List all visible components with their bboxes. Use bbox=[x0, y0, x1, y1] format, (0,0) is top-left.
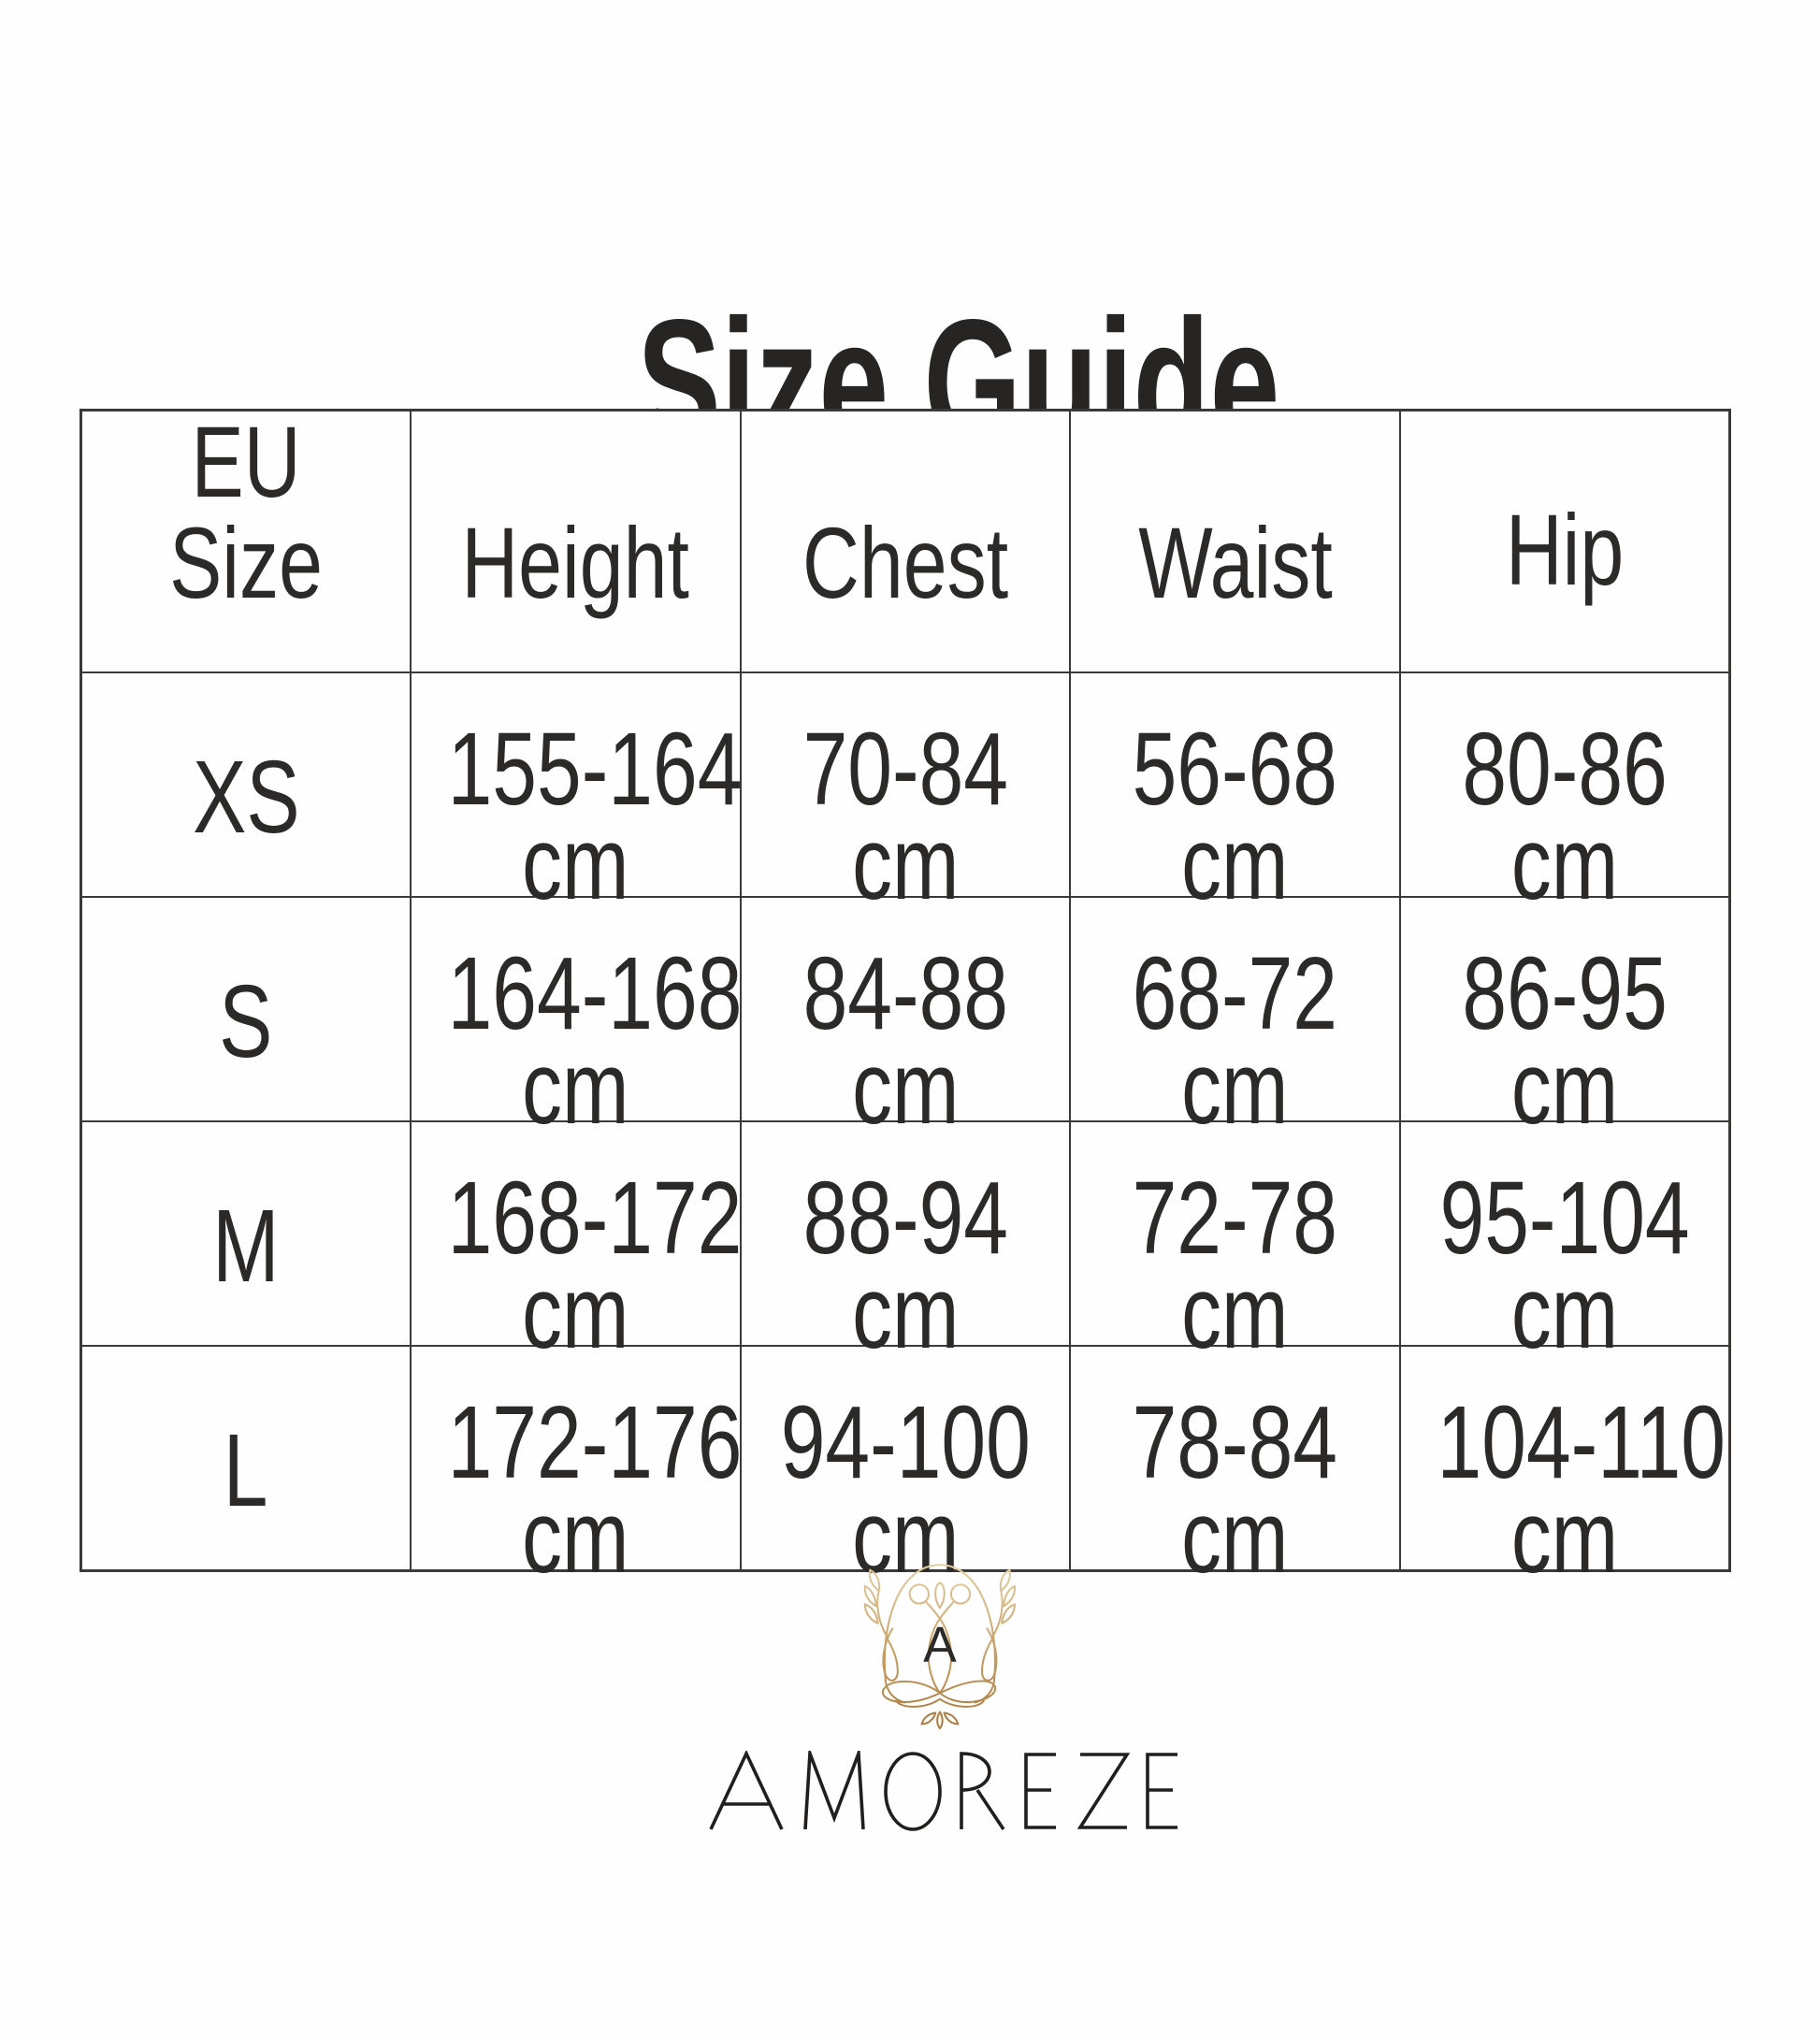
measurement-range: 95-104 bbox=[1439, 1161, 1690, 1276]
size-label-cell: L bbox=[79, 1345, 412, 1571]
wordmark-letter-o bbox=[884, 1752, 942, 1831]
measurement-range: 164-168 bbox=[447, 936, 743, 1051]
wordmark-letter-strokes bbox=[709, 1751, 1177, 1830]
header-row: EU Size Height Chest Waist Hip bbox=[79, 409, 1731, 673]
measurement-unit: cm bbox=[1181, 1479, 1289, 1595]
size-label: XS bbox=[192, 740, 300, 855]
measurement-range: 68-72 bbox=[1132, 936, 1338, 1051]
measurement-unit: cm bbox=[1181, 1255, 1289, 1370]
table-row-s: S 164-168 cm 84-88 cm 68-72 cm 86-95 cm bbox=[79, 896, 1731, 1140]
measurement-unit: cm bbox=[851, 1031, 960, 1146]
measurement-range: 86-95 bbox=[1462, 936, 1668, 1051]
measurement-cell-waist: 68-72 cm bbox=[1069, 896, 1401, 1140]
measurement-unit: cm bbox=[522, 1031, 629, 1146]
measurement-unit: cm bbox=[1181, 806, 1289, 921]
measurement-range: 172-176 bbox=[447, 1384, 743, 1500]
measurement-cell-height: 168-172 cm bbox=[410, 1120, 743, 1365]
measurement-range: 94-100 bbox=[780, 1384, 1031, 1500]
column-header-waist: Waist bbox=[1069, 409, 1401, 673]
measurement-cell-chest: 70-84 cm bbox=[739, 671, 1072, 916]
measurement-range: 168-172 bbox=[447, 1161, 743, 1276]
column-header-chest: Chest bbox=[739, 409, 1072, 673]
amoreze-wordmark-text: AMOREZE bbox=[0, 0, 1, 1]
measurement-unit: cm bbox=[1510, 1031, 1619, 1146]
measurement-range: 80-86 bbox=[1462, 712, 1668, 827]
measurement-range: 155-164 bbox=[447, 712, 743, 827]
measurement-range: 88-94 bbox=[802, 1161, 1008, 1276]
measurement-cell-hip: 86-95 cm bbox=[1398, 896, 1731, 1140]
measurement-range: 104-110 bbox=[1437, 1384, 1726, 1500]
measurement-unit: cm bbox=[1181, 1031, 1289, 1146]
measurement-range: 70-84 bbox=[802, 712, 1008, 827]
size-table: EU Size Height Chest Waist Hip XS 155-16… bbox=[79, 409, 1731, 1588]
measurement-unit: cm bbox=[522, 1255, 629, 1370]
table-row-xs: XS 155-164 cm 70-84 cm 56-68 cm 80-86 cm bbox=[79, 671, 1731, 916]
measurement-cell-chest: 94-100 cm bbox=[739, 1345, 1072, 1588]
measurement-range: 72-78 bbox=[1132, 1161, 1338, 1276]
measurement-cell-hip: 80-86 cm bbox=[1398, 671, 1731, 916]
measurement-cell-hip: 104-110 cm bbox=[1398, 1345, 1731, 1588]
measurement-unit: cm bbox=[522, 1479, 629, 1595]
size-label-cell: XS bbox=[79, 671, 412, 898]
measurement-unit: cm bbox=[851, 1255, 960, 1370]
size-label: S bbox=[219, 964, 273, 1079]
measurement-cell-chest: 84-88 cm bbox=[739, 896, 1072, 1140]
column-header-hip: Hip bbox=[1398, 409, 1731, 673]
measurement-unit: cm bbox=[1510, 1255, 1619, 1370]
measurement-range: 78-84 bbox=[1132, 1384, 1338, 1500]
column-header-height: Height bbox=[410, 409, 742, 673]
measurement-cell-height: 164-168 cm bbox=[410, 896, 743, 1140]
size-label: L bbox=[224, 1412, 268, 1528]
measurement-cell-waist: 56-68 cm bbox=[1069, 671, 1401, 916]
amoreze-wordmark bbox=[709, 1751, 1177, 1831]
measurement-unit: cm bbox=[1510, 1479, 1619, 1595]
measurement-range: 56-68 bbox=[1132, 712, 1338, 827]
size-label: M bbox=[212, 1189, 280, 1304]
brand-emblem-icon: A bbox=[863, 1564, 1017, 1730]
measurement-unit: cm bbox=[522, 806, 629, 921]
size-label-cell: S bbox=[79, 896, 412, 1122]
measurement-unit: cm bbox=[851, 806, 960, 921]
measurement-unit: cm bbox=[1510, 806, 1619, 921]
measurement-range: 84-88 bbox=[802, 936, 1008, 1051]
measurement-cell-height: 155-164 cm bbox=[410, 671, 743, 916]
measurement-cell-waist: 78-84 cm bbox=[1069, 1345, 1401, 1588]
measurement-cell-hip: 95-104 cm bbox=[1398, 1120, 1731, 1365]
brand-monogram: A bbox=[923, 1618, 957, 1673]
measurement-cell-height: 172-176 cm bbox=[410, 1345, 743, 1588]
table-row-l: L 172-176 cm 94-100 cm 78-84 cm 104-110 cm bbox=[79, 1345, 1731, 1588]
size-label-cell: M bbox=[79, 1120, 412, 1347]
measurement-cell-waist: 72-78 cm bbox=[1069, 1120, 1401, 1365]
column-header-eu-size: EU Size bbox=[79, 409, 412, 673]
measurement-cell-chest: 88-94 cm bbox=[739, 1120, 1072, 1365]
table-row-m: M 168-172 cm 88-94 cm 72-78 cm 95-104 cm bbox=[79, 1120, 1731, 1365]
